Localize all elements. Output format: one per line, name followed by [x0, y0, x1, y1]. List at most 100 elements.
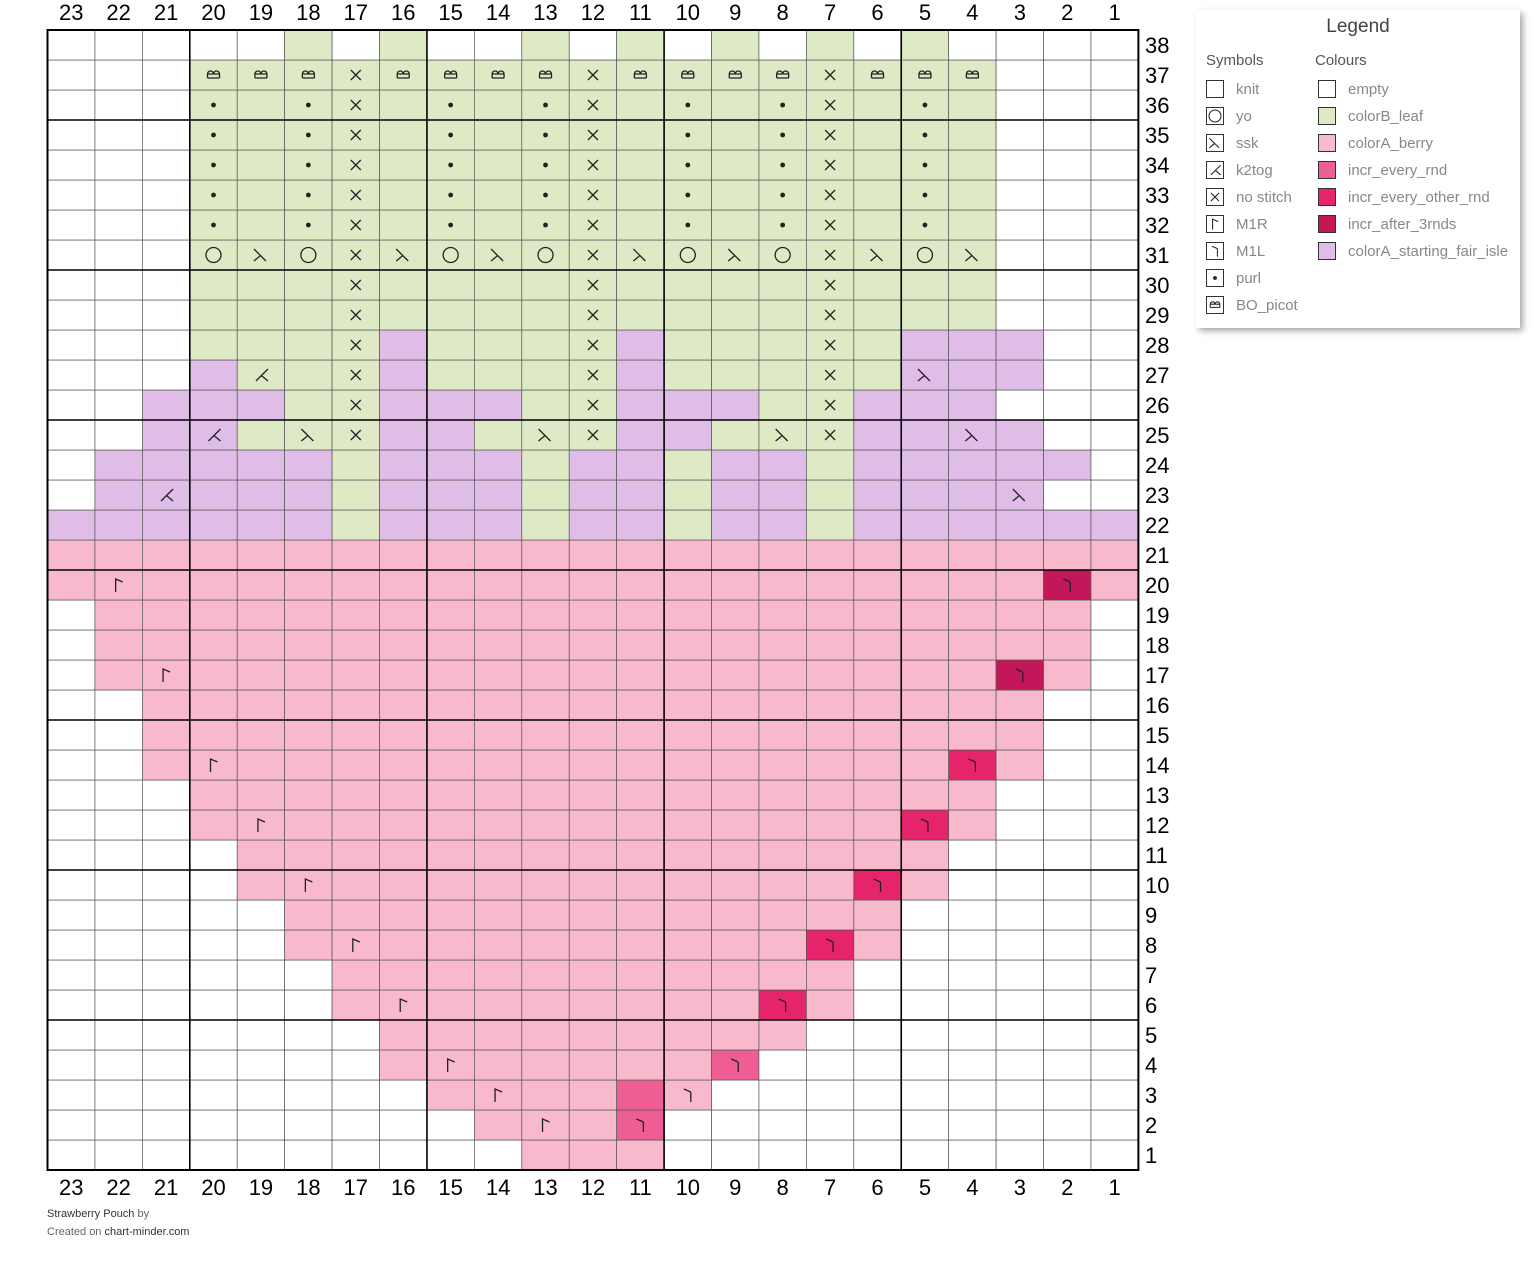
chart-cell — [711, 899, 760, 931]
chart-cell — [711, 329, 760, 361]
chart-cell — [474, 29, 523, 61]
chart-cell — [236, 419, 286, 451]
legend-symbol-swatch — [1206, 269, 1224, 287]
chart-cell — [1043, 509, 1092, 541]
symbol-m1l — [683, 1088, 692, 1102]
symbol-purl — [780, 132, 786, 138]
chart-cell — [853, 479, 902, 511]
chart-cell — [94, 419, 143, 451]
chart-cell — [1043, 419, 1092, 451]
chart-cell — [94, 539, 143, 571]
chart-cell — [995, 719, 1044, 751]
chart-cell — [284, 869, 333, 901]
chart-cell — [521, 809, 570, 841]
chart-cell — [995, 359, 1044, 391]
chart-cell — [521, 869, 570, 901]
chart-cell — [379, 899, 428, 931]
chart-cell — [806, 689, 855, 721]
symbol-ssk — [538, 428, 551, 442]
chart-cell — [758, 239, 807, 271]
symbol-no-stitch — [350, 99, 362, 111]
chart-labels: 2323222221212020191918181717161615151414… — [59, 0, 1170, 1200]
column-label-bottom: 14 — [486, 1175, 510, 1200]
chart-cell — [616, 209, 665, 241]
chart-cell — [47, 749, 96, 781]
symbol-no-stitch — [587, 339, 599, 351]
chart-cell — [47, 509, 96, 541]
symbol-no-stitch — [350, 69, 362, 81]
chart-cell — [331, 929, 380, 961]
row-label: 4 — [1145, 1053, 1157, 1078]
row-label: 27 — [1145, 363, 1169, 388]
chart-cell — [474, 929, 523, 961]
symbol-m1l — [730, 1058, 739, 1072]
chart-cell — [47, 89, 96, 121]
chart-cell — [900, 689, 950, 721]
chart-cell — [47, 299, 96, 331]
chart-cell — [948, 899, 997, 931]
chart-cell — [189, 749, 238, 781]
symbol-yo — [774, 246, 791, 264]
chart-cell — [995, 389, 1044, 421]
chart-cell — [236, 1079, 286, 1111]
footer-site-link[interactable]: chart-minder.com — [104, 1226, 190, 1238]
chart-cell — [995, 989, 1044, 1021]
symbol-m1l — [636, 1118, 645, 1132]
chart-cell — [853, 629, 902, 661]
symbol-k2tog — [1210, 164, 1221, 176]
column-label-top: 23 — [59, 0, 83, 25]
chart-cell — [284, 59, 333, 91]
chart-cell — [94, 479, 143, 511]
symbol-no-stitch — [587, 399, 599, 411]
chart-cell — [758, 659, 807, 691]
legend-symbol-swatch — [1206, 134, 1224, 152]
chart-cell — [236, 839, 286, 871]
chart-cell — [236, 179, 286, 211]
chart-cell — [711, 479, 760, 511]
chart-guides — [47, 30, 1139, 1170]
row-label: 14 — [1145, 753, 1169, 778]
chart-cell — [948, 779, 997, 811]
symbol-purl — [543, 162, 548, 168]
chart-cell — [995, 779, 1044, 811]
chart-cell — [94, 749, 143, 781]
chart-cell — [189, 959, 238, 991]
chart-cell — [142, 629, 191, 661]
chart-cell — [806, 509, 855, 541]
chart-cell — [900, 899, 950, 931]
row-label: 26 — [1145, 393, 1169, 418]
symbol-purl — [685, 102, 691, 108]
chart-cell — [426, 689, 475, 721]
chart-cell — [284, 779, 333, 811]
chart-cell — [568, 809, 618, 841]
chart-cell — [900, 869, 950, 901]
symbol-purl — [305, 192, 311, 198]
chart-cell — [568, 569, 618, 601]
chart-cell — [142, 599, 191, 631]
chart-cell — [284, 929, 333, 961]
chart-cell — [948, 209, 997, 241]
chart-cell — [1043, 1109, 1092, 1141]
chart-cell — [900, 1049, 950, 1081]
chart-cell — [426, 629, 475, 661]
chart-cell — [47, 179, 96, 211]
chart-cell — [142, 329, 191, 361]
chart-cell — [331, 599, 380, 631]
chart-cell — [806, 659, 855, 691]
chart-cell — [711, 29, 760, 61]
chart-cell — [758, 1019, 807, 1051]
chart-cell — [47, 599, 96, 631]
chart-cell — [711, 719, 760, 751]
chart-cell — [616, 839, 665, 871]
row-label: 24 — [1145, 453, 1169, 478]
chart-cell — [568, 629, 618, 661]
row-label: 38 — [1145, 33, 1169, 58]
chart-cell — [521, 389, 570, 421]
symbol-bo-picot — [918, 70, 932, 79]
chart-cell — [189, 389, 238, 421]
legend-symbol-item: M1R — [1206, 214, 1268, 234]
symbol-purl — [1213, 276, 1217, 280]
chart-cell — [948, 179, 997, 211]
chart-border — [46, 29, 1140, 1171]
